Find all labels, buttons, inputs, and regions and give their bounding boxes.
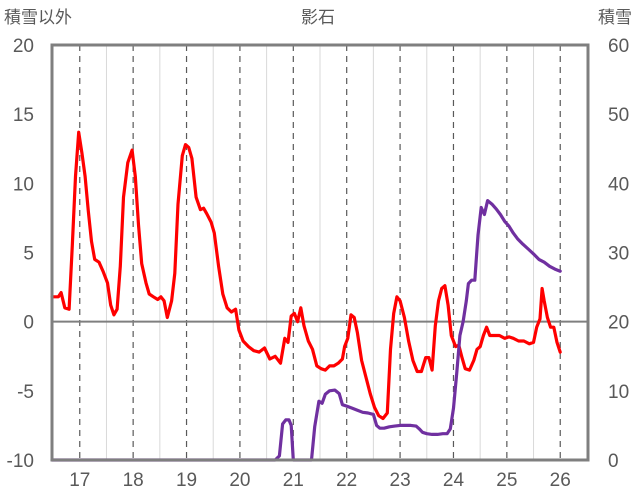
x-tick-label: 21 [283,470,304,491]
y-left-tick-label: 15 [13,105,34,126]
y-right-tick-label: 10 [608,382,629,403]
y-right-tick-label: 60 [608,36,629,57]
y-left-tick-label: 0 [23,313,34,334]
y-left-tick-label: -10 [7,451,34,472]
x-tick-label: 23 [390,470,411,491]
x-tick-label: 26 [550,470,571,491]
chart-title: 影石 [301,8,335,27]
grid [52,45,588,460]
series-lines [50,130,562,462]
y-left-tick-label: 5 [23,244,34,265]
x-tick-label: 24 [443,470,465,491]
x-tick-label: 19 [176,470,197,491]
tick-labels: 17 18 19 20 21 22 23 24 25 2620151050-5-106050403… [7,36,630,491]
x-tick-label: 17 [69,470,90,491]
x-tick-label: 25 [496,470,517,491]
x-tick-label: 18 [123,470,144,491]
y-left-tick-label: 20 [13,36,34,57]
x-tick-label: 20 [229,470,250,491]
y-right-tick-label: 0 [608,451,619,472]
y-right-tick-label: 40 [608,174,629,195]
right-axis-label: 積雪 [598,8,632,27]
plot-frame [50,43,590,462]
y-left-tick-label: 10 [13,174,34,195]
y-left-tick-label: -5 [17,382,34,403]
y-right-tick-label: 30 [608,244,629,265]
y-right-tick-label: 50 [608,105,629,126]
y-right-tick-label: 20 [608,313,629,334]
series-line-left-axis [50,130,562,421]
left-axis-label: 積雪以外 [4,8,72,27]
series-line-right-axis [50,199,562,462]
x-tick-label: 22 [336,470,357,491]
